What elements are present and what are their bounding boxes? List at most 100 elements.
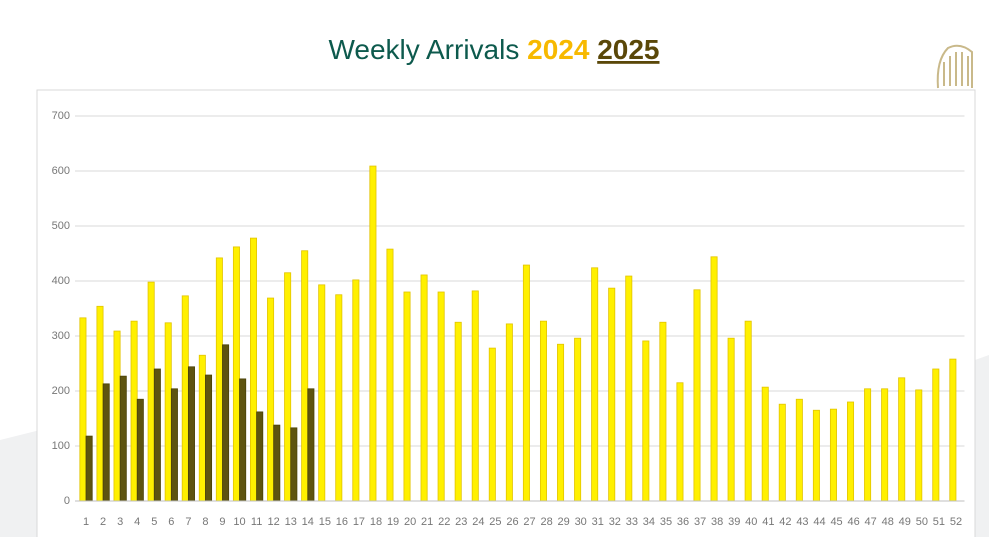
y-tick-label: 100 [52,440,70,452]
bar [119,375,127,502]
bar [386,248,394,502]
bar [164,322,172,502]
x-tick-label: 34 [643,516,655,528]
x-tick-label: 31 [592,516,604,528]
bar [659,321,667,502]
background-shape [975,355,989,537]
bar [505,323,513,502]
x-tick-label: 44 [813,516,825,528]
bar [113,330,121,502]
bar [232,246,240,502]
y-tick-label: 400 [52,275,70,287]
y-tick-label: 700 [52,110,70,122]
x-tick-label: 26 [506,516,518,528]
legend-entry: 2025 [597,34,659,65]
x-tick-label: 51 [933,516,945,528]
y-tick-label: 300 [52,330,70,342]
x-tick-label: 50 [916,516,928,528]
bar [130,320,138,502]
x-tick-label: 29 [558,516,570,528]
x-tick-label: 14 [302,516,314,528]
x-tick-label: 47 [865,516,877,528]
bar [239,378,247,502]
bar [915,389,923,502]
x-tick-label: 25 [489,516,501,528]
bar [256,411,264,502]
x-tick-label: 20 [404,516,416,528]
x-tick-label: 36 [677,516,689,528]
x-tick-label: 15 [319,516,331,528]
y-tick-label: 500 [52,220,70,232]
bar [96,305,104,502]
bar [881,388,889,502]
x-tick-label: 37 [694,516,706,528]
bar [744,320,752,502]
bar [250,237,258,502]
bar [454,321,462,502]
bar [222,344,230,502]
x-tick-label: 40 [745,516,757,528]
x-tick-label: 7 [185,516,191,528]
x-tick-label: 49 [899,516,911,528]
x-tick-label: 6 [168,516,174,528]
x-tick-label: 23 [455,516,467,528]
bar [522,264,530,502]
bar [625,275,633,502]
x-tick-label: 8 [202,516,208,528]
x-tick-label: 41 [762,516,774,528]
bar [488,347,496,502]
x-tick-label: 32 [609,516,621,528]
bar [79,317,87,502]
bar [864,388,872,502]
bar [136,398,144,502]
bar [795,398,803,502]
x-tick-label: 48 [882,516,894,528]
bar [215,257,223,502]
background-shape [0,430,40,537]
bar [778,403,786,502]
x-tick-label: 42 [779,516,791,528]
bar [727,337,735,502]
bar [284,272,292,502]
bar [205,374,213,502]
bar [369,165,377,502]
bar [147,281,155,502]
bar [608,287,616,502]
x-tick-label: 45 [830,516,842,528]
y-tick-label: 600 [52,165,70,177]
bar [420,274,428,502]
bar [898,377,906,502]
bar [437,291,445,502]
bar [557,343,565,502]
x-tick-label: 39 [728,516,740,528]
x-tick-label: 13 [285,516,297,528]
x-tick-label: 18 [370,516,382,528]
x-tick-label: 16 [336,516,348,528]
x-tick-label: 10 [233,516,245,528]
x-tick-label: 2 [100,516,106,528]
x-tick-label: 52 [950,516,962,528]
bar [676,382,684,502]
bar [187,366,195,502]
x-tick-label: 12 [268,516,280,528]
bar [307,388,315,502]
bar [591,267,599,502]
bar [403,291,411,502]
x-tick-label: 27 [523,516,535,528]
legend-entry: 2024 [527,34,590,65]
bar [290,427,298,502]
bar [318,284,326,502]
bar [847,401,855,502]
y-tick-label: 200 [52,385,70,397]
bar [153,368,161,502]
bar [812,409,820,502]
x-tick-label: 46 [848,516,860,528]
bar [170,388,178,502]
x-tick-label: 19 [387,516,399,528]
bar [949,358,957,502]
x-tick-label: 21 [421,516,433,528]
harp-logo [936,44,973,89]
bar [102,383,110,502]
bar [267,297,275,502]
